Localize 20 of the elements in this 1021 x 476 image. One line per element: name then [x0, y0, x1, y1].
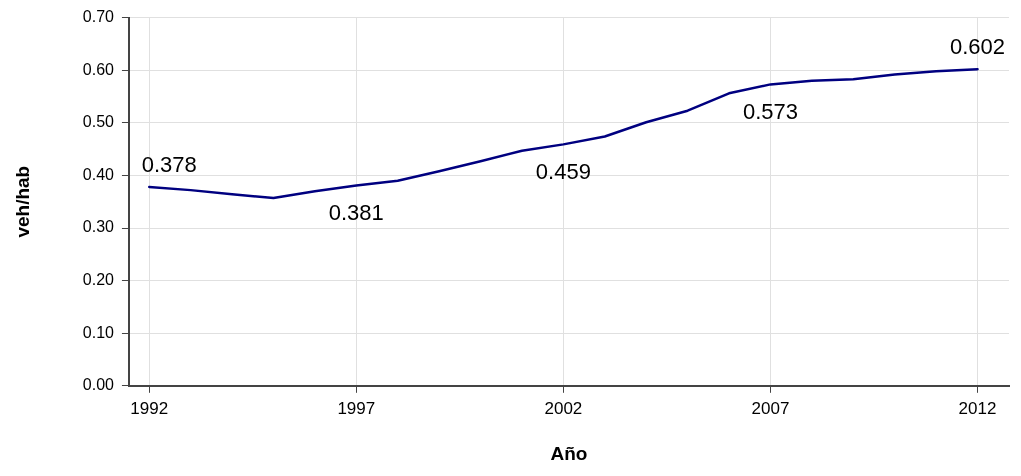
y-tick-label: 0.20 — [82, 271, 115, 289]
data-label: 0.381 — [328, 200, 384, 226]
data-label: 0.602 — [949, 34, 1006, 60]
y-tick-label: 0.70 — [82, 8, 115, 26]
x-tick-label: 2002 — [544, 398, 583, 418]
y-tick-label: 0.40 — [82, 165, 115, 183]
y-tick-label: 0.30 — [82, 218, 115, 236]
x-axis-title: Año — [550, 442, 588, 464]
x-tick-label: 1992 — [130, 398, 169, 418]
y-axis-title: veh/hab — [11, 165, 33, 238]
x-tick-label: 2012 — [958, 398, 997, 418]
y-tick-label: 0.00 — [82, 376, 115, 394]
x-tick-label: 1997 — [337, 398, 376, 418]
data-label: 0.378 — [141, 152, 197, 178]
x-tick-label: 2007 — [751, 398, 790, 418]
y-tick-label: 0.50 — [82, 113, 115, 131]
y-tick-label: 0.10 — [82, 323, 115, 341]
y-tick-label: 0.60 — [82, 60, 115, 78]
data-label: 0.459 — [535, 159, 591, 185]
data-label: 0.573 — [742, 99, 798, 125]
